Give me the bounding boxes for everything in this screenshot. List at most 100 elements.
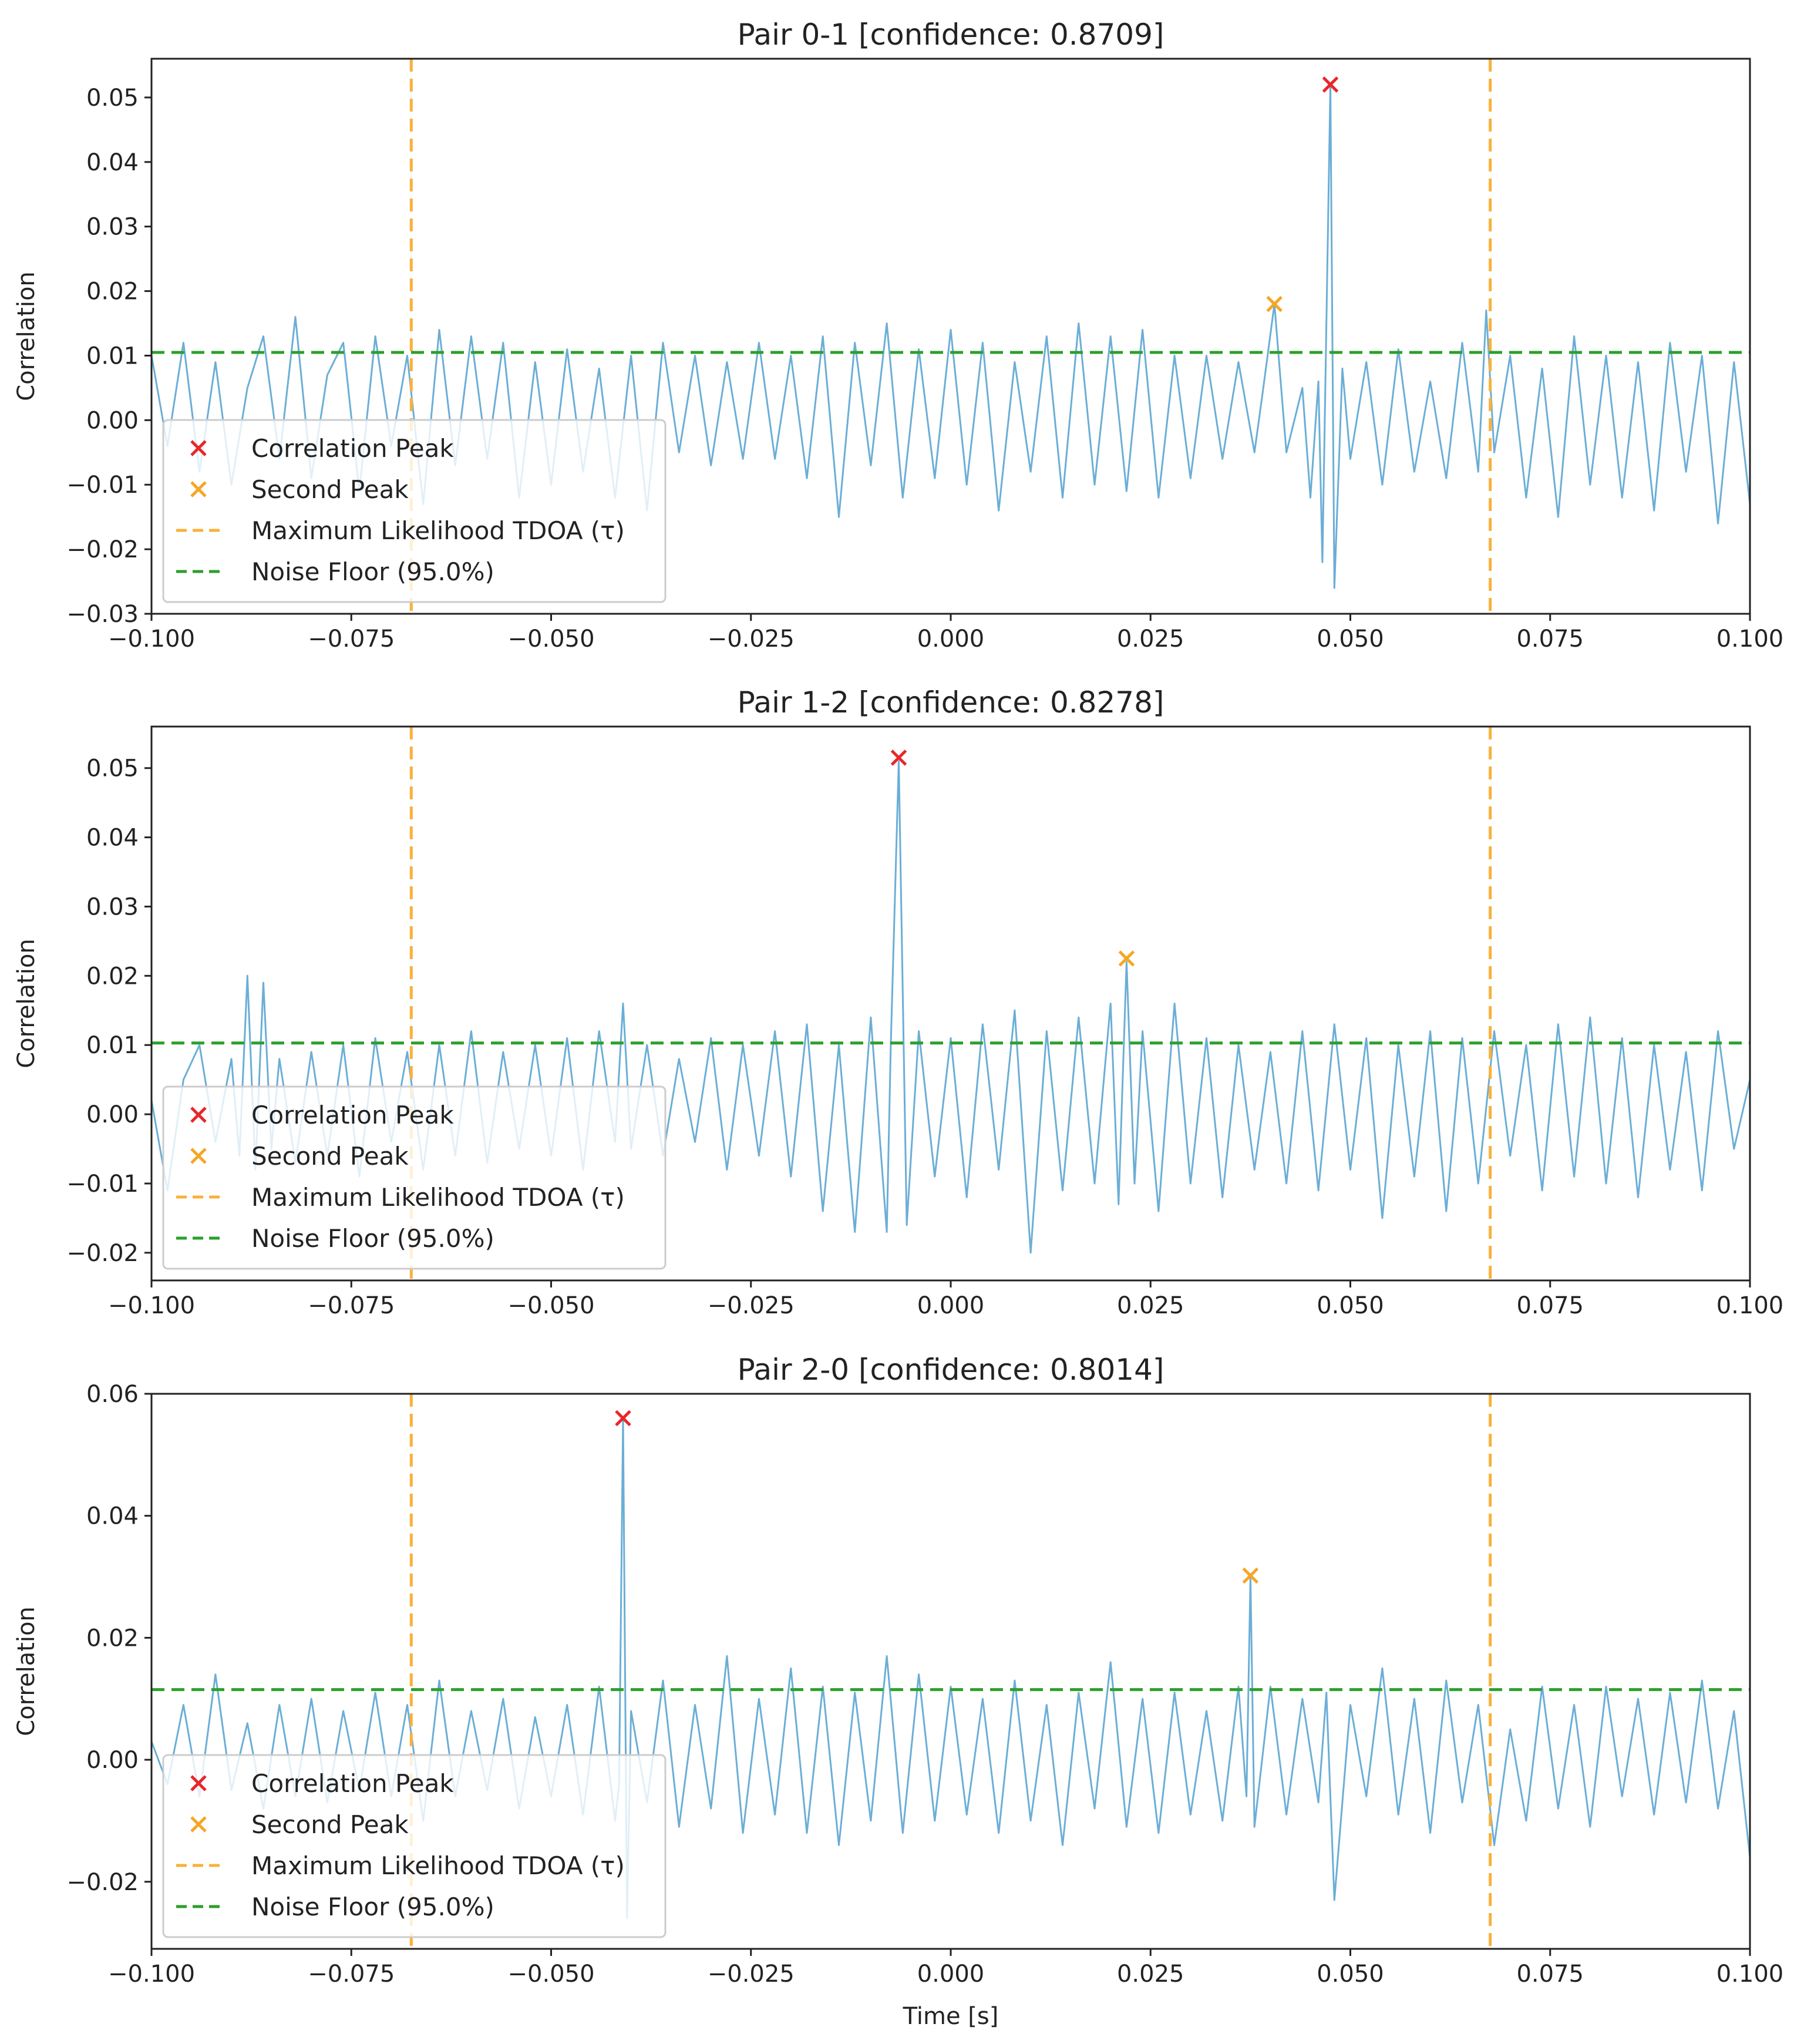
legend: Correlation Peak Second Peak Maximum Likel… [162, 1754, 667, 1938]
legend-box [162, 1754, 667, 1938]
legend-item-second-peak: Second Peak [190, 475, 409, 504]
correlation-peak-marker-stroke-b [890, 749, 907, 766]
x-tick-label: 0.075 [1516, 1961, 1584, 1988]
y-tick-label: −0.02 [66, 536, 139, 563]
y-tick-label: −0.02 [66, 1869, 139, 1896]
y-tick-label: 0.05 [86, 755, 139, 782]
y-tick-label: 0.03 [86, 893, 139, 920]
y-tick-label: −0.02 [66, 1240, 139, 1267]
legend-item-second-peak: Second Peak [190, 1810, 409, 1839]
x-tick-label: −0.050 [507, 1292, 594, 1319]
correlation-peak-marker [615, 1410, 631, 1427]
second-peak-marker-stroke-b [1266, 295, 1283, 312]
legend-label: Correlation Peak [251, 1769, 454, 1798]
x-axis-title: Time [s] [903, 2003, 999, 2030]
legend-label: Correlation Peak [251, 434, 454, 463]
chart-panel-1: Pair 1-2 [confidence: 0.8278] −0.100 −0.07… [13, 685, 1783, 1319]
legend-swatch-marker [190, 440, 207, 456]
legend-box [162, 1085, 667, 1270]
legend-item-second-peak: Second Peak [190, 1142, 409, 1171]
legend-label: Noise Floor (95.0%) [251, 557, 494, 586]
chart-title: Pair 2-0 [confidence: 0.8014] [738, 1353, 1164, 1387]
legend-swatch-marker-stroke-b [190, 1148, 207, 1164]
chart-panel-0: Pair 0-1 [confidence: 0.8709] −0.100 −0.07… [13, 18, 1783, 653]
legend-item-tdoa: Maximum Likelihood TDOA (τ) [176, 1183, 625, 1212]
y-tick-label: 0.05 [86, 85, 139, 112]
x-tick-label: 0.025 [1117, 626, 1184, 653]
legend-item-correlation-peak: Correlation Peak [190, 434, 454, 463]
legend-swatch-marker [190, 1107, 207, 1123]
legend-label: Second Peak [251, 475, 409, 504]
legend-swatch-marker [190, 481, 207, 497]
y-tick-label: 0.06 [86, 1381, 139, 1408]
x-tick-label: −0.050 [507, 1961, 594, 1988]
legend-swatch-marker [190, 1775, 207, 1791]
y-tick-label: 0.00 [86, 407, 139, 434]
second-peak-marker [1242, 1567, 1259, 1584]
legend-swatch-marker-stroke-b [190, 1107, 207, 1123]
y-tick-label: 0.00 [86, 1747, 139, 1774]
legend-label: Maximum Likelihood TDOA (τ) [251, 516, 625, 545]
legend-label: Noise Floor (95.0%) [251, 1224, 494, 1253]
y-tick-label: 0.02 [86, 1625, 139, 1652]
legend-item-tdoa: Maximum Likelihood TDOA (τ) [176, 516, 625, 545]
legend-item-tdoa: Maximum Likelihood TDOA (τ) [176, 1851, 625, 1880]
x-tick-label: 0.025 [1117, 1961, 1184, 1988]
legend-swatch-marker-stroke-b [190, 481, 207, 497]
correlation-peak-marker [1322, 76, 1339, 93]
y-tick-label: −0.01 [66, 1171, 139, 1198]
x-tick-label: 0.100 [1716, 1292, 1784, 1319]
correlation-peak-marker [890, 749, 907, 766]
x-tick-label: 0.075 [1516, 1292, 1584, 1319]
legend-label: Noise Floor (95.0%) [251, 1892, 494, 1921]
y-tick-label: 0.04 [86, 149, 139, 176]
chart-title: Pair 0-1 [confidence: 0.8709] [738, 18, 1164, 52]
correlation-series-line [152, 1417, 1750, 1919]
legend-swatch-marker-stroke-b [190, 440, 207, 456]
y-axis-title: Correlation [13, 271, 40, 401]
legend-swatch-marker-stroke-b [190, 1775, 207, 1791]
y-axis-title: Correlation [13, 1606, 40, 1736]
legend-label: Correlation Peak [251, 1101, 454, 1129]
y-tick-label: 0.02 [86, 278, 139, 305]
x-tick-label: −0.100 [108, 1292, 195, 1319]
legend: Correlation Peak Second Peak Maximum Likel… [162, 1085, 667, 1270]
x-tick-label: −0.050 [507, 626, 594, 653]
legend-box [162, 419, 667, 603]
x-tick-label: −0.025 [708, 626, 795, 653]
legend-item-correlation-peak: Correlation Peak [190, 1769, 454, 1798]
y-tick-label: −0.03 [66, 601, 139, 628]
legend: Correlation Peak Second Peak Maximum Likel… [162, 419, 667, 603]
y-tick-label: −0.01 [66, 472, 139, 499]
chart-title: Pair 1-2 [confidence: 0.8278] [738, 685, 1164, 720]
x-tick-label: −0.100 [108, 1961, 195, 1988]
legend-swatch-marker-stroke-b [190, 1816, 207, 1833]
second-peak-marker-stroke-b [1242, 1567, 1259, 1584]
legend-item-noise-floor: Noise Floor (95.0%) [176, 1892, 494, 1921]
x-tick-label: −0.025 [708, 1292, 795, 1319]
x-tick-label: −0.075 [308, 1961, 395, 1988]
second-peak-marker [1118, 950, 1135, 967]
legend-label: Second Peak [251, 1810, 409, 1839]
x-tick-label: 0.000 [917, 1292, 985, 1319]
y-tick-label: 0.04 [86, 825, 139, 852]
y-axis-title: Correlation [13, 939, 40, 1068]
y-tick-label: 0.02 [86, 963, 139, 990]
legend-label: Maximum Likelihood TDOA (τ) [251, 1851, 625, 1880]
x-tick-label: −0.100 [108, 626, 195, 653]
x-tick-label: 0.050 [1317, 626, 1384, 653]
legend-label: Maximum Likelihood TDOA (τ) [251, 1183, 625, 1212]
correlation-series-line [152, 83, 1750, 589]
legend-swatch-marker [190, 1148, 207, 1164]
x-tick-label: −0.075 [308, 1292, 395, 1319]
x-tick-label: 0.100 [1716, 626, 1784, 653]
y-tick-label: 0.01 [86, 1032, 139, 1059]
x-tick-label: 0.050 [1317, 1292, 1384, 1319]
x-tick-label: 0.050 [1317, 1961, 1384, 1988]
x-tick-label: 0.100 [1716, 1961, 1784, 1988]
legend-swatch-marker [190, 1816, 207, 1833]
x-tick-label: −0.025 [708, 1961, 795, 1988]
y-tick-label: 0.01 [86, 342, 139, 369]
x-tick-label: −0.075 [308, 626, 395, 653]
